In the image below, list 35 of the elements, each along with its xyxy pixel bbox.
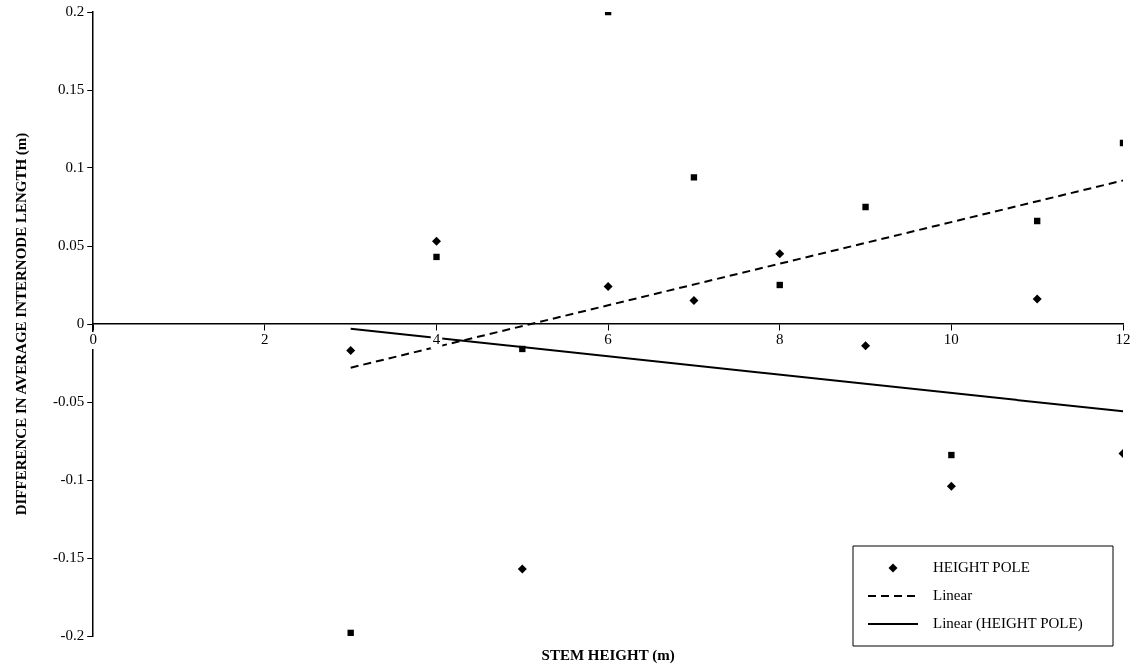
y-tick-label: -0.2 [60, 626, 85, 643]
point [946, 481, 956, 491]
x-tick-label: 8 [776, 331, 784, 348]
legend-label: HEIGHT POLE [933, 558, 1030, 575]
x-tick-label: 2 [261, 331, 269, 348]
x-tick-label: 0 [89, 331, 97, 348]
x-tick-label: 6 [604, 331, 613, 348]
x-tick-label: 12 [1115, 331, 1131, 348]
point [1032, 294, 1042, 304]
point [861, 341, 871, 351]
y-tick-label: 0.05 [58, 236, 85, 253]
x-axis-title: STEM HEIGHT (m) [541, 647, 675, 664]
y-tick-label: 0 [76, 314, 85, 331]
point [862, 203, 869, 211]
point [689, 296, 699, 306]
y-tick-label: 0.15 [58, 80, 85, 97]
point [347, 629, 354, 636]
point [948, 451, 955, 459]
y-tick-label: -0.15 [53, 548, 85, 565]
x-tick-label: 4 [432, 331, 441, 348]
point [775, 249, 785, 259]
point [517, 564, 527, 574]
y-tick-label: 0.1 [65, 158, 85, 175]
point [346, 346, 356, 356]
y-tick-label: 0.2 [65, 2, 85, 19]
legend-label: Linear (HEIGHT POLE) [933, 614, 1083, 632]
x-tick-label: 10 [943, 331, 959, 348]
point [432, 236, 441, 246]
y-tick-label: -0.1 [60, 470, 85, 487]
point [433, 253, 440, 261]
point [690, 174, 698, 181]
legend-label: Linear [933, 586, 973, 603]
y-tick-label: -0.05 [53, 392, 85, 409]
point [603, 282, 613, 292]
y-axis-title: DIFFERENCE IN AVERAGE INTERNODE LENGTH (m) [12, 132, 30, 516]
